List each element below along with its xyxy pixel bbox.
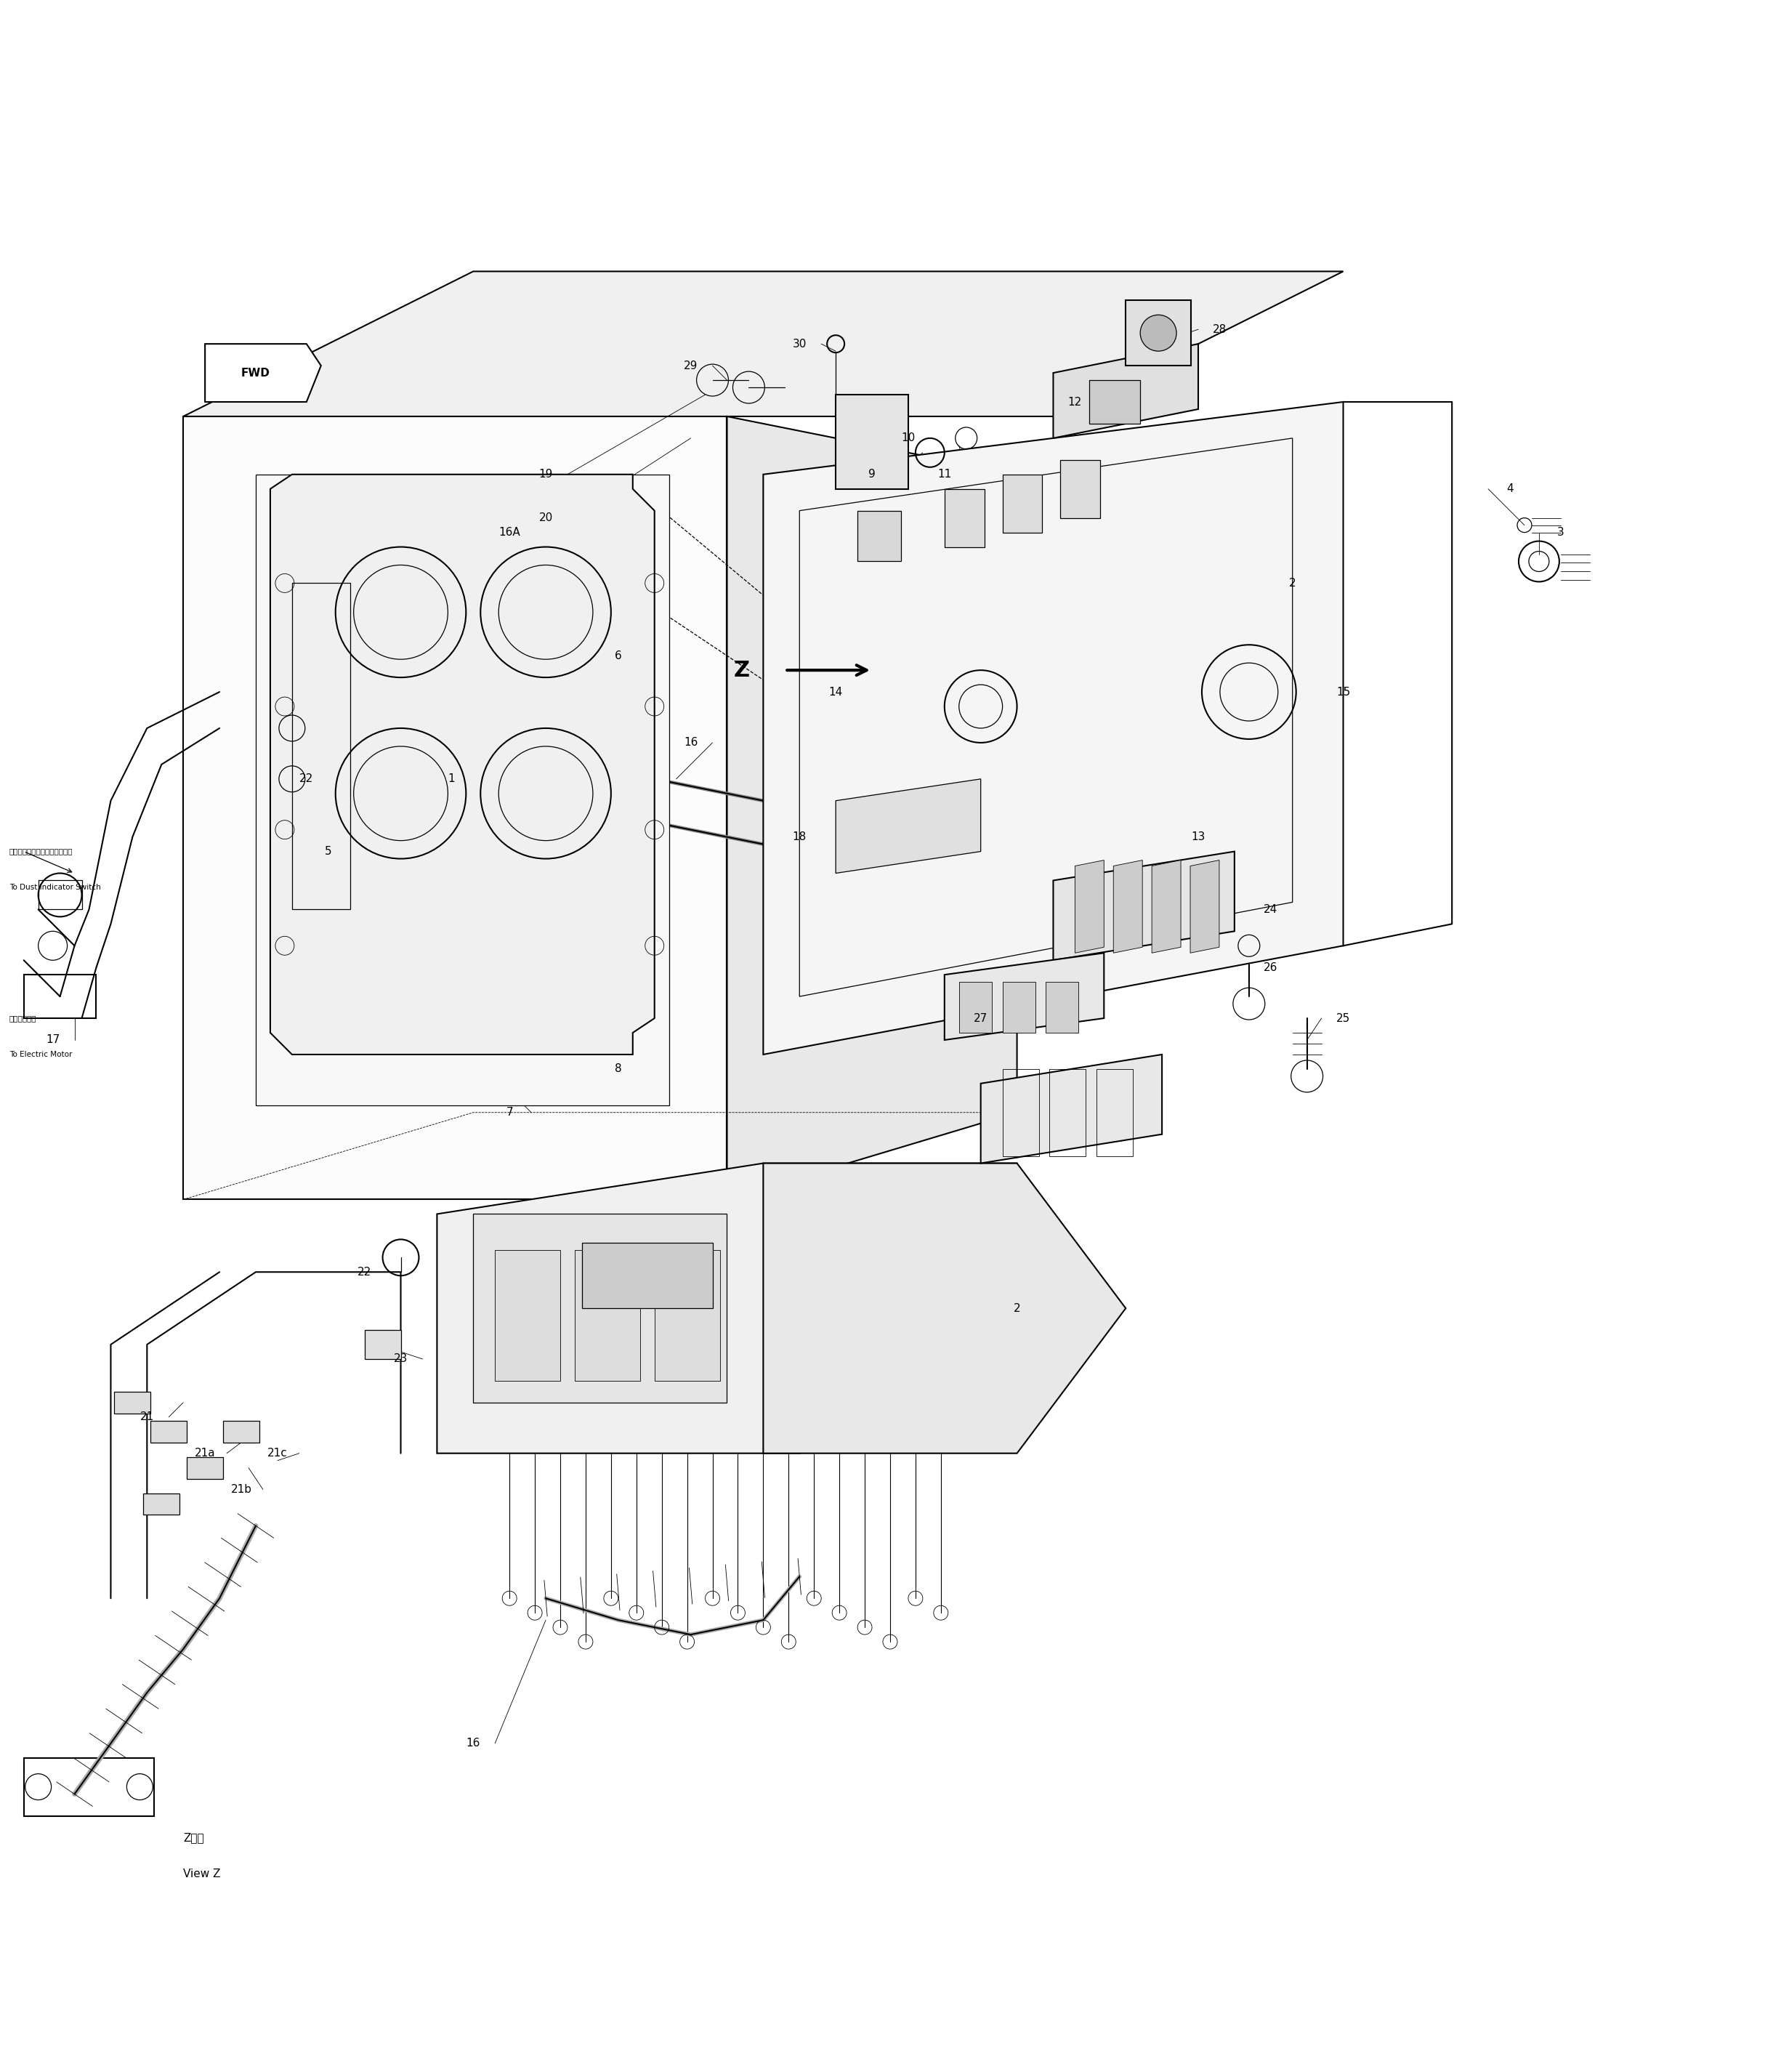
Text: To Electric Motor: To Electric Motor [9, 1051, 72, 1059]
Text: 20: 20 [538, 512, 552, 524]
Text: 18: 18 [792, 831, 807, 843]
Bar [944, 489, 985, 547]
Polygon shape [473, 1214, 727, 1403]
Text: 21b: 21b [231, 1484, 252, 1496]
Text: 14: 14 [830, 686, 842, 698]
Bar [575, 1249, 641, 1380]
Text: 24: 24 [1264, 903, 1278, 916]
Bar [23, 1757, 154, 1815]
Text: 10: 10 [902, 433, 916, 443]
Bar [39, 881, 81, 910]
Bar [494, 1249, 560, 1380]
Bar [655, 1249, 720, 1380]
Text: To Dust Indicator Switch: To Dust Indicator Switch [9, 885, 101, 891]
Text: 15: 15 [1336, 686, 1350, 698]
Text: 27: 27 [974, 1013, 988, 1024]
Text: 2: 2 [1013, 1303, 1020, 1314]
Text: 2: 2 [1288, 578, 1296, 588]
Text: 25: 25 [1336, 1013, 1350, 1024]
Text: 21a: 21a [194, 1448, 215, 1459]
Text: 1: 1 [448, 773, 455, 785]
Text: 21: 21 [139, 1411, 154, 1423]
Bar [365, 1330, 401, 1359]
Text: 28: 28 [1213, 323, 1227, 336]
Bar [115, 1392, 150, 1413]
Polygon shape [205, 344, 321, 402]
Bar [187, 1457, 222, 1479]
Polygon shape [837, 779, 981, 872]
Bar [958, 982, 992, 1032]
Text: 23: 23 [394, 1353, 408, 1365]
Text: 19: 19 [538, 468, 552, 481]
Text: 6: 6 [614, 651, 621, 661]
Text: 9: 9 [868, 468, 875, 481]
Text: 11: 11 [937, 468, 951, 481]
Polygon shape [1114, 860, 1142, 953]
Text: Z　視: Z 視 [184, 1832, 205, 1844]
Polygon shape [1075, 860, 1103, 953]
Text: 13: 13 [1191, 831, 1205, 843]
Text: 5: 5 [325, 845, 332, 858]
Text: 16: 16 [683, 738, 697, 748]
Text: ダストインジケータスイッチへ: ダストインジケータスイッチへ [9, 847, 72, 856]
Polygon shape [256, 474, 669, 1104]
Polygon shape [762, 402, 1343, 1055]
Text: 電動モータへ: 電動モータへ [9, 1015, 37, 1021]
Polygon shape [981, 1055, 1161, 1162]
Polygon shape [727, 416, 1017, 1200]
Bar [23, 974, 97, 1017]
Text: Z: Z [734, 659, 750, 682]
Bar [222, 1421, 259, 1442]
Polygon shape [944, 953, 1103, 1040]
Bar [1061, 460, 1100, 518]
Text: 16: 16 [466, 1738, 480, 1749]
Text: 12: 12 [1068, 396, 1082, 408]
Text: 7: 7 [507, 1106, 514, 1119]
Text: 8: 8 [614, 1063, 621, 1075]
Text: View Z: View Z [184, 1869, 221, 1879]
Bar [837, 394, 909, 489]
Bar [1047, 982, 1078, 1032]
Text: 22: 22 [358, 1266, 371, 1278]
Polygon shape [184, 271, 1343, 416]
Polygon shape [270, 474, 655, 1055]
Text: 17: 17 [46, 1034, 60, 1046]
Text: 30: 30 [792, 338, 807, 350]
Text: 16A: 16A [499, 526, 521, 539]
Text: FWD: FWD [242, 367, 270, 379]
Bar [1003, 982, 1034, 1032]
Text: 26: 26 [1264, 961, 1278, 974]
Polygon shape [438, 1162, 1017, 1452]
Text: 4: 4 [1507, 483, 1513, 495]
Bar [1089, 379, 1140, 423]
Text: 29: 29 [683, 361, 697, 371]
Bar [858, 510, 900, 562]
Text: 22: 22 [300, 773, 314, 785]
Bar [150, 1421, 187, 1442]
Circle shape [1140, 315, 1177, 350]
Polygon shape [184, 416, 727, 1200]
Bar [1126, 300, 1191, 365]
Polygon shape [1054, 344, 1198, 437]
Polygon shape [1153, 860, 1181, 953]
Bar [582, 1243, 713, 1307]
Text: 21c: 21c [268, 1448, 288, 1459]
Text: 3: 3 [1557, 526, 1564, 539]
Bar [1003, 474, 1043, 533]
Bar [143, 1494, 180, 1515]
Polygon shape [762, 1162, 1126, 1452]
Polygon shape [1190, 860, 1220, 953]
Polygon shape [1054, 852, 1234, 959]
